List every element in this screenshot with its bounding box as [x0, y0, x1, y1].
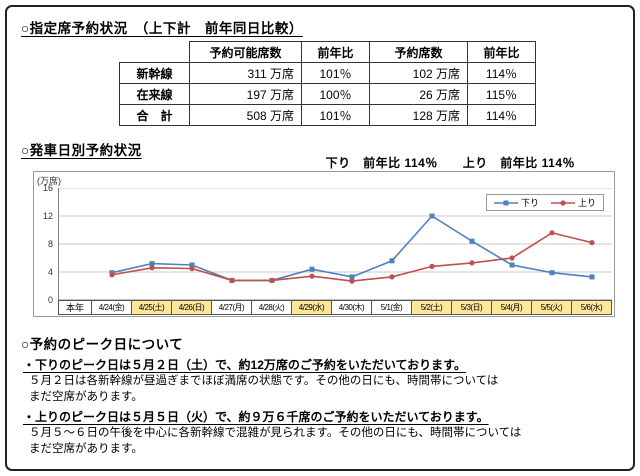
col-header-reserved-seats: 予約席数	[369, 41, 468, 63]
data-point-marker	[349, 274, 355, 280]
col-header-available-seats: 予約可能席数	[189, 41, 302, 63]
data-point-marker	[189, 262, 195, 268]
cell-reserved: 26 万席	[369, 83, 468, 105]
data-point-marker	[109, 272, 115, 278]
y-axis-tick-labels: 0 4 8 12 16	[34, 183, 55, 305]
peak-down-detail: ５月２日は各新幹線が昼過ぎまでほぼ満席の状態です。その他の日にも、時間帯について…	[29, 375, 499, 403]
data-point-marker	[429, 213, 435, 219]
cell-available: 311 万席	[189, 62, 302, 84]
data-point-marker	[269, 277, 275, 283]
section-title-reservation-status: ○指定席予約状況 （上下計 前年同日比較）	[21, 21, 303, 36]
x-axis-date-cell: 5/5(火)	[532, 300, 572, 315]
legend-marker-icon	[550, 199, 575, 206]
cell-yoy: 101％	[301, 62, 370, 84]
reservation-table: 予約可能席数 前年比 予約席数 前年比 新幹線 311 万席 101％ 102 …	[119, 41, 536, 126]
report-page: ○指定席予約状況 （上下計 前年同日比較） 予約可能席数 前年比 予約席数 前年…	[5, 5, 635, 471]
x-axis-date-cell: 4/29(水)	[292, 300, 332, 315]
table-row-shinkansen: 新幹線 311 万席 101％ 102 万席 114％	[119, 62, 536, 84]
yoy-annotation: 下り 前年比 114％ 上り 前年比 114％	[325, 156, 575, 170]
series-line-up	[111, 231, 593, 282]
data-point-marker	[549, 270, 555, 276]
data-point-marker	[229, 277, 235, 283]
x-axis-date-row: 本年 4/24(金) 4/25(土) 4/26(日) 4/27(月) 4/28(火) 4/2…	[58, 300, 612, 315]
table-header-row: 予約可能席数 前年比 予約席数 前年比	[120, 41, 536, 63]
data-point-marker	[149, 261, 155, 267]
y-tick-label: 0	[47, 295, 53, 305]
cell-yoy: 114％	[467, 62, 536, 84]
data-point-marker	[509, 262, 515, 268]
x-axis-date-cell: 4/28(火)	[252, 300, 292, 315]
cell-reserved: 102 万席	[369, 62, 468, 84]
x-axis-date-cell: 4/25(土)	[132, 300, 172, 315]
row-label: 合 計	[119, 104, 190, 126]
peak-up-detail: ５月５～６日の午後を中心に各新幹線で混雑が見られます。その他の日にも、時間帯につ…	[29, 427, 522, 455]
peak-up-lead: ・上りのピーク日は５月５日（火）で、約９万６千席のご予約をいただいております。	[23, 410, 489, 424]
x-axis-header-cell: 本年	[58, 300, 92, 315]
line-chart-plot	[58, 188, 612, 300]
cell-yoy: 100％	[301, 83, 370, 105]
data-point-marker	[389, 274, 395, 280]
cell-yoy: 115％	[467, 83, 536, 105]
cell-available: 197 万席	[189, 83, 302, 105]
x-axis-date-cell: 5/2(土)	[412, 300, 452, 315]
x-axis-date-cell: 5/6(水)	[572, 300, 612, 315]
y-tick-label: 12	[42, 211, 53, 221]
data-point-marker	[389, 258, 395, 264]
x-axis-date-cell: 5/3(日)	[452, 300, 492, 315]
row-label: 新幹線	[119, 62, 190, 84]
x-axis-date-cell: 5/4(月)	[492, 300, 532, 315]
y-tick-label: 4	[47, 267, 53, 277]
section-title-departure-day: ○発車日別予約状況	[21, 143, 142, 158]
departure-day-chart: (万席) 0 4 8 12 16 下り 上り 本年 4/24(金) 4/25(土) 4/26(日…	[33, 171, 615, 317]
cell-yoy: 114％	[467, 104, 536, 126]
table-row-total: 合 計 508 万席 101％ 128 万席 114％	[119, 104, 536, 126]
data-point-marker	[549, 230, 555, 236]
series-line-down	[111, 214, 593, 282]
data-point-marker	[509, 255, 515, 261]
cell-reserved: 128 万席	[369, 104, 468, 126]
legend-entry-up: 上り	[550, 196, 596, 209]
data-point-marker	[309, 266, 315, 272]
data-point-marker	[349, 278, 355, 284]
data-point-marker	[189, 265, 195, 272]
cell-yoy: 101％	[301, 104, 370, 126]
peak-down-lead: ・下りのピーク日は５月２日（土）で、約12万席のご予約をいただいております。	[23, 358, 466, 372]
data-point-marker	[469, 238, 475, 244]
legend-marker-icon	[493, 200, 518, 205]
chart-legend: 下り 上り	[485, 194, 604, 211]
legend-label: 下り	[520, 198, 539, 208]
x-axis-date-cell: 4/27(月)	[212, 300, 252, 315]
plot-area: 0 4 8 12 16 下り 上り	[43, 183, 612, 305]
row-label: 在来線	[119, 83, 190, 105]
cell-available: 508 万席	[189, 104, 302, 126]
table-row-conventional: 在来線 197 万席 100％ 26 万席 115％	[119, 83, 536, 105]
col-header-yoy-2: 前年比	[467, 41, 536, 63]
legend-entry-down: 下り	[493, 196, 539, 209]
y-tick-label: 8	[47, 239, 53, 249]
x-axis-date-cell: 4/26(日)	[172, 300, 212, 315]
legend-label: 上り	[577, 198, 596, 208]
data-point-marker	[429, 263, 435, 269]
y-axis-unit-label: (万席)	[37, 176, 61, 186]
data-point-marker	[589, 274, 595, 280]
x-axis-date-cell: 4/24(金)	[92, 300, 132, 315]
data-point-marker	[309, 273, 315, 279]
section-title-peak-days: ○予約のピーク日について	[21, 337, 184, 352]
y-tick-label: 16	[42, 183, 53, 193]
data-point-marker	[469, 260, 475, 266]
data-point-marker	[589, 240, 595, 246]
x-axis-date-cell: 5/1(金)	[372, 300, 412, 315]
data-point-marker	[149, 265, 155, 271]
col-header-yoy-1: 前年比	[301, 41, 370, 63]
table-corner-cell	[120, 42, 190, 63]
x-axis-date-cell: 4/30(木)	[332, 300, 372, 315]
